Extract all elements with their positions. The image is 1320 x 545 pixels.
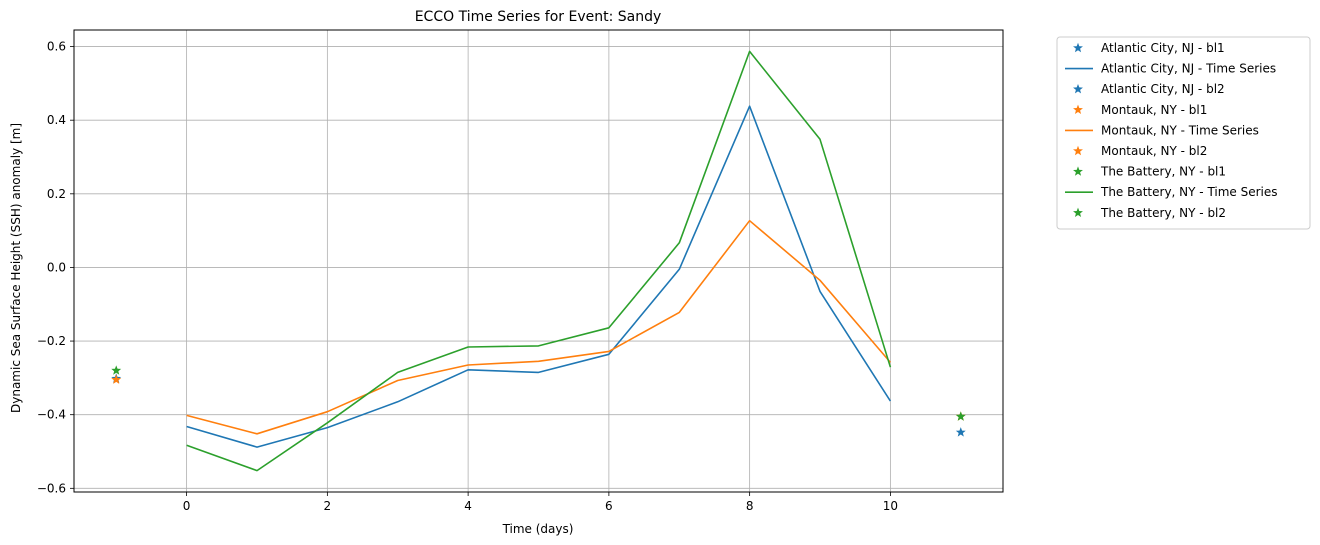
y-tick-label: −0.6: [37, 481, 66, 495]
legend-marker-swatch: [1073, 207, 1083, 218]
x-axis-label: Time (days): [502, 522, 574, 536]
legend-entry-label: Atlantic City, NJ - Time Series: [1101, 62, 1276, 76]
legend-marker-swatch: [1073, 42, 1083, 53]
legend: Atlantic City, NJ - bl1 Atlantic City, NJ…: [1056, 36, 1311, 230]
legend-entry-label: Montauk, NY - Time Series: [1101, 123, 1259, 137]
legend-entry-label: Atlantic City, NJ - bl1: [1101, 41, 1225, 55]
legend-entry-label: Montauk, NY - bl2: [1101, 144, 1207, 158]
chart-title: ECCO Time Series for Event: Sandy: [415, 9, 662, 25]
marker-point: [111, 365, 122, 375]
legend-entry-label: The Battery, NY - bl2: [1100, 206, 1226, 220]
plot-frame: [73, 29, 1004, 493]
axis-ticks: 0 2 4 6 8 10 −0.6 −0.4 −0.2 0.0 0.2 0.4 0.6: [37, 40, 898, 513]
legend-marker-swatch: [1073, 104, 1083, 115]
legend-entry-label: Atlantic City, NJ - bl2: [1101, 82, 1225, 96]
x-tick-label: 0: [183, 499, 191, 513]
x-tick-label: 6: [605, 499, 613, 513]
marker-point: [955, 411, 966, 421]
x-tick-label: 2: [324, 499, 332, 513]
marker-point: [955, 427, 966, 437]
y-tick-label: 0.4: [47, 113, 66, 127]
legend-entry-label: The Battery, NY - Time Series: [1100, 185, 1278, 199]
legend-marker-swatch: [1073, 145, 1083, 156]
legend-entry-label: The Battery, NY - bl1: [1100, 165, 1226, 179]
series-line: [186, 219, 892, 435]
y-tick-label: 0.0: [47, 260, 66, 274]
y-tick-label: −0.4: [37, 408, 66, 422]
y-axis-label: Dynamic Sea Surface Height (SSH) anomaly…: [9, 123, 23, 413]
series-line: [186, 50, 892, 472]
series-markers: [111, 365, 966, 437]
x-tick-label: 10: [883, 499, 898, 513]
y-tick-label: −0.2: [37, 334, 66, 348]
legend-entry-label: Montauk, NY - bl1: [1101, 103, 1207, 117]
series-lines: [186, 50, 892, 472]
x-tick-label: 4: [464, 499, 472, 513]
y-tick-label: 0.2: [47, 187, 66, 201]
y-tick-label: 0.6: [47, 40, 66, 54]
series-line: [186, 105, 892, 448]
grid: [74, 30, 1003, 492]
legend-box: [1056, 36, 1311, 230]
legend-marker-swatch: [1073, 84, 1083, 94]
marker-point: [111, 374, 122, 384]
x-tick-label: 8: [746, 499, 754, 513]
legend-marker-swatch: [1073, 166, 1083, 176]
